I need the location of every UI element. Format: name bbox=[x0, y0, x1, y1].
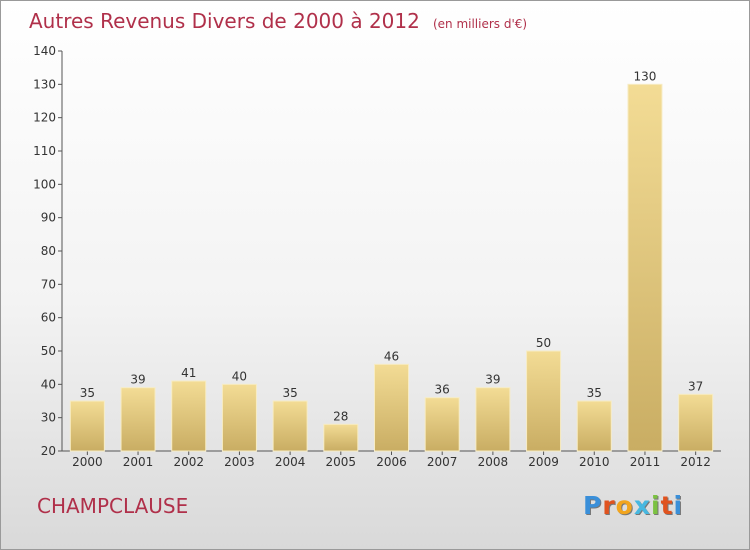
chart-title-unit: (en milliers d'€) bbox=[432, 17, 528, 31]
bar-value-label: 28 bbox=[333, 409, 348, 423]
bar bbox=[475, 387, 511, 452]
x-tick-label: 2003 bbox=[224, 455, 255, 469]
logo-letter: P bbox=[583, 491, 603, 520]
y-tick-label: 30 bbox=[41, 411, 56, 425]
bar bbox=[678, 393, 714, 452]
bar-value-label: 39 bbox=[130, 373, 145, 387]
y-tick-label: 80 bbox=[41, 244, 56, 258]
y-tick-label: 50 bbox=[41, 344, 56, 358]
bar bbox=[323, 423, 359, 452]
logo-letter: o bbox=[615, 491, 634, 520]
y-tick-label: 40 bbox=[41, 377, 56, 391]
x-tick-label: 2008 bbox=[478, 455, 509, 469]
y-tick-label: 130 bbox=[33, 77, 56, 91]
y-tick-label: 100 bbox=[33, 177, 56, 191]
y-tick-label: 20 bbox=[41, 444, 56, 458]
y-tick-label: 120 bbox=[33, 111, 56, 125]
bar bbox=[627, 83, 663, 452]
x-tick-label: 2012 bbox=[680, 455, 711, 469]
x-tick-label: 2009 bbox=[528, 455, 559, 469]
bar bbox=[526, 350, 562, 452]
bar-value-label: 35 bbox=[80, 386, 95, 400]
bar bbox=[221, 383, 257, 452]
commune-name: CHAMPCLAUSE bbox=[37, 494, 189, 518]
bar bbox=[120, 387, 156, 452]
x-tick-label: 2004 bbox=[275, 455, 306, 469]
x-tick-label: 2005 bbox=[326, 455, 357, 469]
x-tick-label: 2001 bbox=[123, 455, 154, 469]
bar-value-label: 41 bbox=[181, 366, 196, 380]
bar-value-label: 37 bbox=[688, 379, 703, 393]
bar-value-label: 50 bbox=[536, 336, 551, 350]
x-tick-label: 2006 bbox=[376, 455, 407, 469]
y-tick-label: 140 bbox=[33, 44, 56, 58]
logo-letter: i bbox=[651, 491, 661, 520]
logo-letter: r bbox=[602, 491, 616, 520]
x-tick-label: 2000 bbox=[72, 455, 103, 469]
chart-title-main: Autres Revenus Divers de 2000 à 2012 bbox=[29, 9, 420, 33]
y-tick-label: 70 bbox=[41, 277, 56, 291]
bar-value-label: 39 bbox=[485, 373, 500, 387]
chart-title: Autres Revenus Divers de 2000 à 2012 (en… bbox=[29, 9, 527, 33]
x-tick-label: 2011 bbox=[630, 455, 661, 469]
logo-letter: t bbox=[660, 491, 674, 520]
y-tick-label: 110 bbox=[33, 144, 56, 158]
bar-value-label: 35 bbox=[587, 386, 602, 400]
x-tick-label: 2002 bbox=[173, 455, 204, 469]
bar bbox=[576, 400, 612, 452]
bar-value-label: 46 bbox=[384, 349, 399, 363]
bar-value-label: 130 bbox=[634, 69, 657, 83]
bar bbox=[424, 397, 460, 452]
y-tick-label: 60 bbox=[41, 311, 56, 325]
logo-letter: i bbox=[673, 491, 684, 520]
y-tick-label: 90 bbox=[41, 211, 56, 225]
x-tick-label: 2010 bbox=[579, 455, 610, 469]
x-tick-label: 2007 bbox=[427, 455, 458, 469]
bar-value-label: 36 bbox=[435, 383, 450, 397]
logo-letter: x bbox=[633, 491, 651, 520]
bar bbox=[272, 400, 308, 452]
proxiti-logo: Proxiti bbox=[583, 491, 683, 520]
bar-value-label: 40 bbox=[232, 369, 247, 383]
bar bbox=[171, 380, 207, 452]
bar bbox=[374, 363, 409, 452]
bar-value-label: 35 bbox=[282, 386, 297, 400]
bar bbox=[69, 400, 105, 452]
